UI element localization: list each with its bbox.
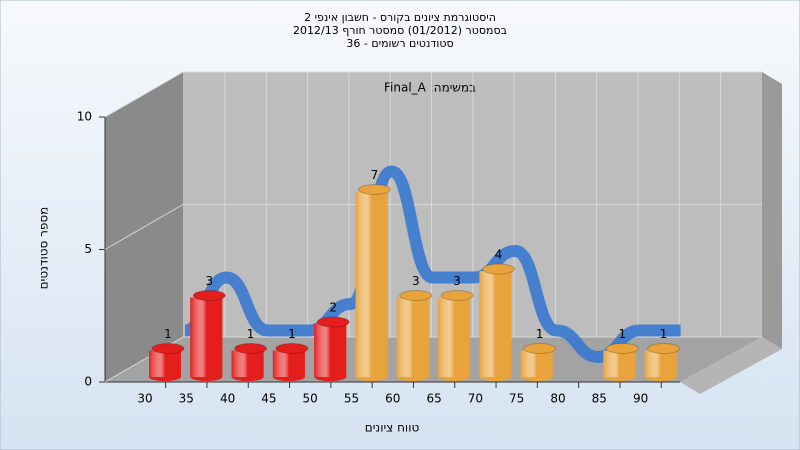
data-label: 1: [288, 327, 296, 341]
data-label: 2: [329, 301, 337, 315]
x-tick-label: 35: [179, 392, 194, 406]
annotation: Final_A :במשימה: [384, 81, 476, 95]
x-tick-label: 80: [550, 392, 565, 406]
floor-edge: [680, 337, 782, 394]
bar-top: [234, 343, 268, 354]
chart-title: היסטוגרמת ציונים בקורס - חשבון אינפי 2: [304, 11, 496, 24]
x-tick-label: 85: [592, 392, 607, 406]
bar-shine: [231, 350, 264, 377]
x-tick-label: 90: [633, 392, 648, 406]
bar-shine: [272, 350, 305, 377]
bar-shine: [644, 350, 677, 377]
bar-shine: [190, 297, 223, 377]
x-tick-label: 55: [344, 392, 359, 406]
grid-line: [104, 204, 184, 250]
bar-top: [399, 290, 433, 301]
bar-top: [605, 343, 639, 354]
data-label: 3: [412, 274, 420, 288]
chart-title: סטודנטים רשומים - 36: [346, 37, 453, 50]
x-tick-label: 75: [509, 392, 524, 406]
data-label: 7: [371, 168, 379, 182]
bar-shine: [438, 297, 471, 377]
bar-top: [275, 343, 309, 354]
bar-shine: [314, 324, 347, 377]
bar-shine: [479, 271, 512, 377]
y-tick-label: 10: [77, 110, 92, 124]
data-label: 1: [247, 327, 255, 341]
bar-top: [481, 263, 515, 275]
bar-top: [523, 343, 557, 354]
floor: [105, 337, 762, 382]
back-wall-edge: [762, 72, 782, 349]
bar-shine: [355, 191, 388, 377]
x-tick-label: 50: [303, 392, 318, 406]
chart-title: בסמסטר (01/2012) סמסטר חורף 2012/13: [293, 24, 507, 37]
bar-top: [358, 184, 391, 195]
data-label: 1: [618, 327, 626, 341]
bar-shine: [603, 350, 636, 377]
grid-line: [104, 71, 184, 118]
x-tick-label: 70: [468, 392, 483, 406]
x-axis-label: טווח ציונים: [365, 421, 420, 435]
bar-top: [192, 290, 226, 301]
data-label: 3: [205, 274, 213, 288]
x-tick-label: 60: [385, 392, 400, 406]
x-tick-label: 40: [220, 392, 235, 406]
x-tick-label: 45: [261, 392, 276, 406]
y-axis-label: מספר סטודנטים: [37, 207, 51, 290]
y-tick-label: 0: [84, 375, 92, 389]
bar-top: [151, 343, 185, 354]
trend-ribbon: [183, 165, 681, 363]
bar-shine: [520, 350, 553, 377]
data-label: 1: [536, 327, 544, 341]
data-label: 1: [660, 327, 668, 341]
bar-shine: [396, 297, 429, 377]
bar-shine: [149, 350, 181, 377]
x-tick-label: 30: [137, 392, 152, 406]
data-label: 1: [164, 327, 172, 341]
x-tick-label: 65: [426, 392, 441, 406]
bar-top: [316, 316, 350, 328]
data-label: 3: [453, 274, 461, 288]
bar-top: [440, 290, 474, 301]
data-label: 4: [495, 248, 503, 262]
bar-top: [647, 343, 681, 354]
y-tick-label: 5: [84, 242, 92, 256]
